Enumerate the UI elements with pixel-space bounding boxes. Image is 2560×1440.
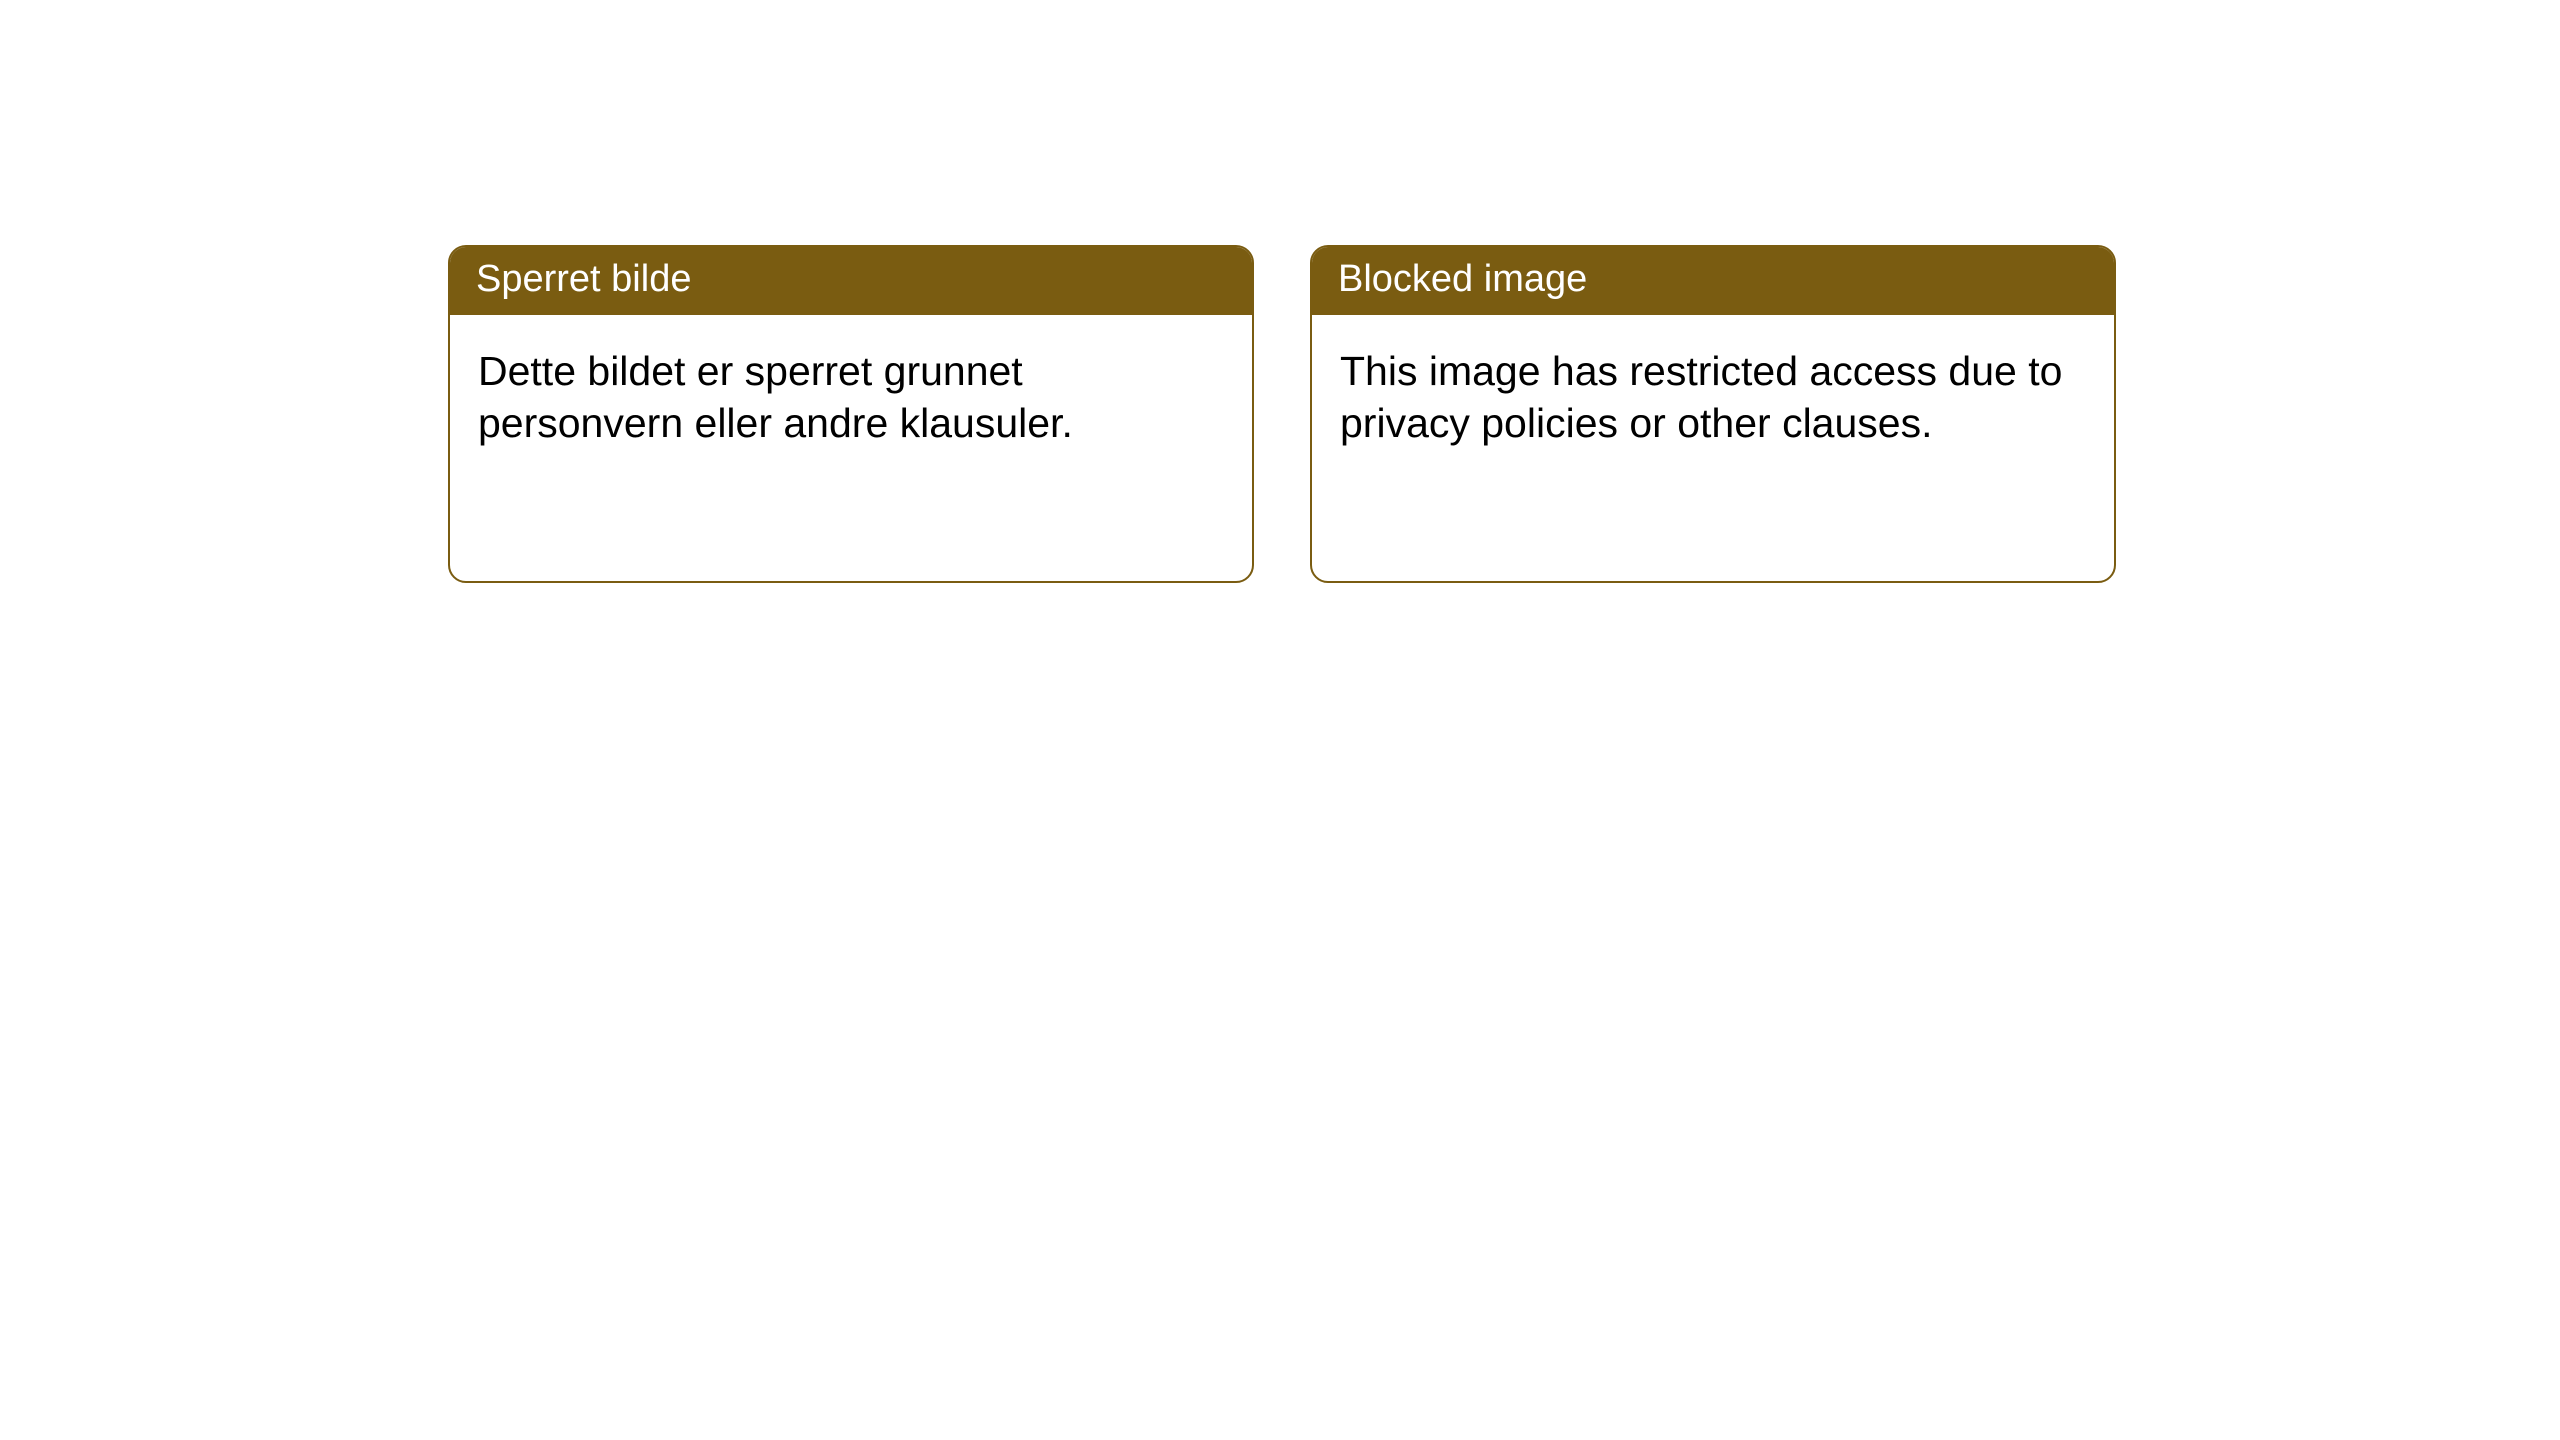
notice-body-en: This image has restricted access due to …: [1312, 315, 2114, 480]
notice-container: Sperret bilde Dette bildet er sperret gr…: [448, 245, 2116, 583]
notice-title-en: Blocked image: [1312, 247, 2114, 315]
notice-title-no: Sperret bilde: [450, 247, 1252, 315]
notice-card-no: Sperret bilde Dette bildet er sperret gr…: [448, 245, 1254, 583]
notice-body-no: Dette bildet er sperret grunnet personve…: [450, 315, 1252, 480]
notice-card-en: Blocked image This image has restricted …: [1310, 245, 2116, 583]
